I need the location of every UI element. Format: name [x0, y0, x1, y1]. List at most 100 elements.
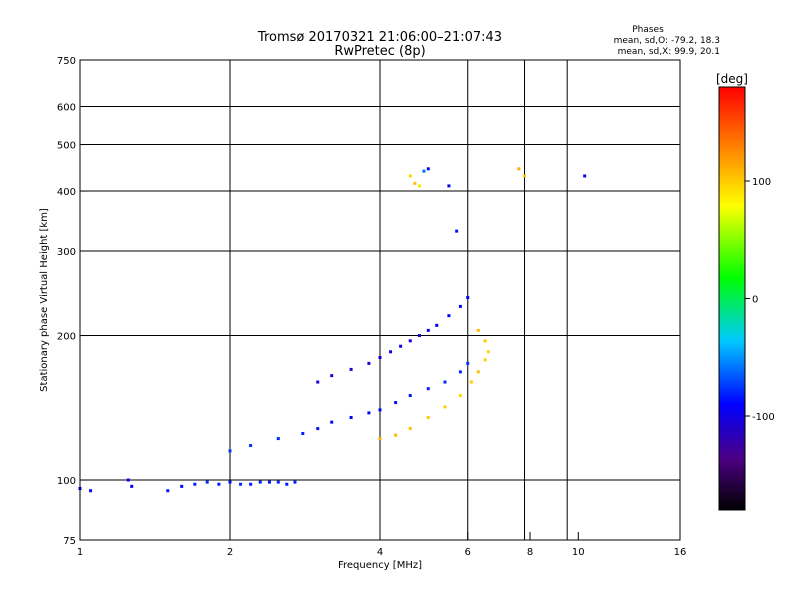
y-tick-label: 300 — [57, 247, 76, 258]
data-point — [217, 482, 221, 486]
data-point — [378, 355, 382, 359]
y-tick-label: 750 — [57, 56, 76, 67]
data-point — [249, 482, 253, 486]
data-point — [258, 480, 262, 484]
x-axis-label: Frequency [MHz] — [338, 560, 422, 571]
data-point — [443, 405, 447, 409]
y-axis-ticks: 75 100 200 300 400 500 600 750 — [57, 56, 88, 547]
data-point — [228, 449, 232, 453]
data-point — [394, 401, 398, 405]
y-tick-label: 100 — [57, 476, 76, 487]
data-point — [476, 328, 480, 332]
y-tick-label: 500 — [57, 141, 76, 152]
data-point — [417, 184, 421, 188]
data-point — [166, 489, 170, 493]
data-point — [378, 408, 382, 412]
data-point — [469, 380, 473, 384]
data-point — [367, 361, 371, 365]
colorbar-label: [deg] — [716, 72, 748, 86]
data-point — [408, 394, 412, 398]
data-point — [130, 484, 134, 488]
y-tick-label: 600 — [57, 103, 76, 114]
data-point — [316, 427, 320, 431]
data-point — [523, 174, 527, 178]
chart-subtitle: RwPretec (8p) — [334, 44, 425, 59]
x-tick-label: 6 — [465, 547, 471, 558]
colorbar-tick-label: 100 — [752, 177, 771, 188]
data-point — [583, 174, 587, 178]
grid-lines — [80, 60, 680, 540]
data-point — [408, 427, 412, 431]
colorbar-tick-label: -100 — [752, 412, 775, 423]
data-point — [422, 169, 426, 173]
data-point — [276, 480, 280, 484]
data-point — [455, 229, 459, 233]
data-point — [426, 167, 430, 171]
y-tick-label: 200 — [57, 332, 76, 343]
colorbar-tick-label: 0 — [752, 295, 758, 306]
phase-stats-o: mean, sd,O: -79.2, 18.3 — [614, 36, 720, 46]
data-point — [285, 482, 289, 486]
data-point — [417, 334, 421, 338]
x-tick-label: 8 — [527, 547, 533, 558]
x-axis-ticks: 1 2 4 6 8 10 16 — [77, 532, 687, 558]
y-tick-label: 75 — [63, 536, 76, 547]
y-tick-label: 400 — [57, 187, 76, 198]
data-point — [435, 323, 439, 327]
data-point — [408, 174, 412, 178]
data-point — [394, 433, 398, 437]
colorbar — [718, 86, 746, 511]
x-tick-label: 1 — [77, 547, 83, 558]
data-point — [330, 420, 334, 424]
data-point — [293, 480, 297, 484]
data-point — [205, 480, 209, 484]
data-point — [483, 339, 487, 343]
data-point — [301, 432, 305, 436]
x-tick-label: 2 — [227, 547, 233, 558]
data-point — [476, 370, 480, 374]
data-point — [426, 415, 430, 419]
chart-title: Tromsø 20170321 21:06:00–21:07:43 — [257, 30, 502, 45]
data-point — [483, 358, 487, 362]
data-point — [367, 411, 371, 415]
data-point — [517, 167, 521, 171]
data-point — [349, 415, 353, 419]
data-point — [126, 478, 130, 482]
x-tick-label: 16 — [674, 547, 687, 558]
data-points — [78, 167, 587, 493]
data-point — [316, 380, 320, 384]
data-point — [447, 314, 451, 318]
phase-stats-heading: Phases — [632, 25, 664, 35]
data-point — [239, 482, 243, 486]
data-point — [443, 380, 447, 384]
data-point — [389, 350, 393, 354]
data-point — [89, 489, 93, 493]
data-point — [276, 437, 280, 441]
data-point — [458, 304, 462, 308]
data-point — [426, 387, 430, 391]
data-point — [193, 482, 197, 486]
data-point — [249, 444, 253, 448]
data-point — [447, 184, 451, 188]
y-axis-label: Stationary phase Virtual Height [km] — [39, 208, 50, 392]
data-point — [330, 374, 334, 378]
x-tick-label: 10 — [572, 547, 585, 558]
data-point — [408, 339, 412, 343]
data-point — [228, 480, 232, 484]
data-point — [458, 370, 462, 374]
data-point — [267, 480, 271, 484]
data-point — [466, 296, 470, 300]
data-point — [413, 181, 417, 185]
data-point — [349, 367, 353, 371]
data-point — [426, 328, 430, 332]
phase-stats-x: mean, sd,X: 99.9, 20.1 — [618, 47, 720, 57]
data-point — [180, 484, 184, 488]
data-point — [399, 344, 403, 348]
data-point — [458, 394, 462, 398]
x-tick-label: 4 — [377, 547, 383, 558]
data-point — [486, 350, 490, 354]
data-point — [378, 437, 382, 441]
colorbar-ticks: -100 0 100 — [745, 177, 775, 423]
data-point — [466, 361, 470, 365]
